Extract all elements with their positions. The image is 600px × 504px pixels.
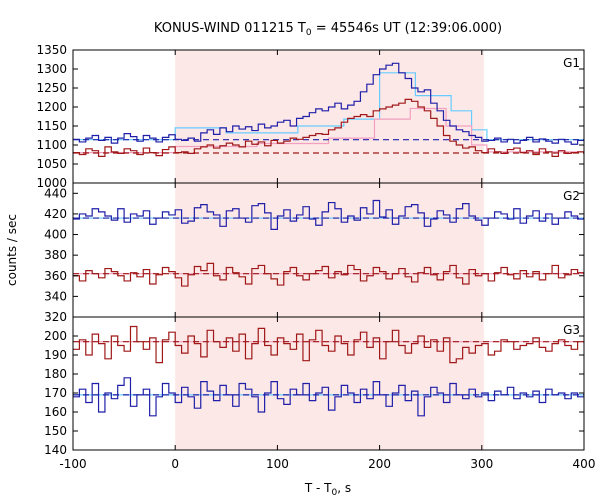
x-tick-label: 400 xyxy=(573,457,596,471)
x-tick-label: 300 xyxy=(470,457,493,471)
x-tick-label: -100 xyxy=(59,457,86,471)
x-axis-label: T - T0, s xyxy=(304,481,351,498)
x-tick-label: 100 xyxy=(266,457,289,471)
G1-series-red xyxy=(73,98,584,157)
G2-ytick-label: 340 xyxy=(44,289,67,303)
G2-ytick-label: 380 xyxy=(44,248,67,262)
G3-series-blue xyxy=(73,377,584,417)
G2-ytick-label: 420 xyxy=(44,207,67,221)
G3-ytick-label: 170 xyxy=(44,386,67,400)
panels-group: 10001050110011501200125013001350G1320340… xyxy=(36,43,595,471)
G1-ytick-label: 1300 xyxy=(36,62,67,76)
G2-panel-label: G2 xyxy=(563,189,580,203)
x-tick-label: 0 xyxy=(171,457,179,471)
G1-series-blue xyxy=(73,62,584,145)
G1-ytick-label: 1050 xyxy=(36,157,67,171)
x-tick-label: 200 xyxy=(368,457,391,471)
G2-series-red xyxy=(73,262,584,287)
G2-ytick-label: 320 xyxy=(44,310,67,324)
G1-panel-label: G1 xyxy=(563,56,580,70)
G3-ytick-label: 190 xyxy=(44,348,67,362)
G3-ytick-label: 150 xyxy=(44,424,67,438)
chart-title: KONUS-WIND 011215 T0 = 45546s UT (12:39:… xyxy=(154,21,502,38)
G3-panel-label: G3 xyxy=(563,323,580,337)
G2-ytick-label: 360 xyxy=(44,269,67,283)
G3-ytick-label: 180 xyxy=(44,367,67,381)
G2-ytick-label: 440 xyxy=(44,186,67,200)
G2-ytick-label: 400 xyxy=(44,228,67,242)
G3-ytick-label: 200 xyxy=(44,329,67,343)
G1-ytick-label: 1250 xyxy=(36,81,67,95)
G3-ytick-label: 140 xyxy=(44,443,67,457)
G3-ytick-label: 160 xyxy=(44,405,67,419)
G2-series-blue xyxy=(73,199,584,230)
highlight-interval xyxy=(175,50,484,450)
G1-ytick-label: 1200 xyxy=(36,100,67,114)
G1-ytick-label: 1350 xyxy=(36,43,67,57)
y-axis-label: counts / sec xyxy=(5,214,19,286)
G1-ytick-label: 1000 xyxy=(36,176,67,190)
G1-ytick-label: 1150 xyxy=(36,119,67,133)
G3-frame xyxy=(72,316,585,451)
G3-series-red xyxy=(73,325,584,364)
G1-ytick-label: 1100 xyxy=(36,138,67,152)
